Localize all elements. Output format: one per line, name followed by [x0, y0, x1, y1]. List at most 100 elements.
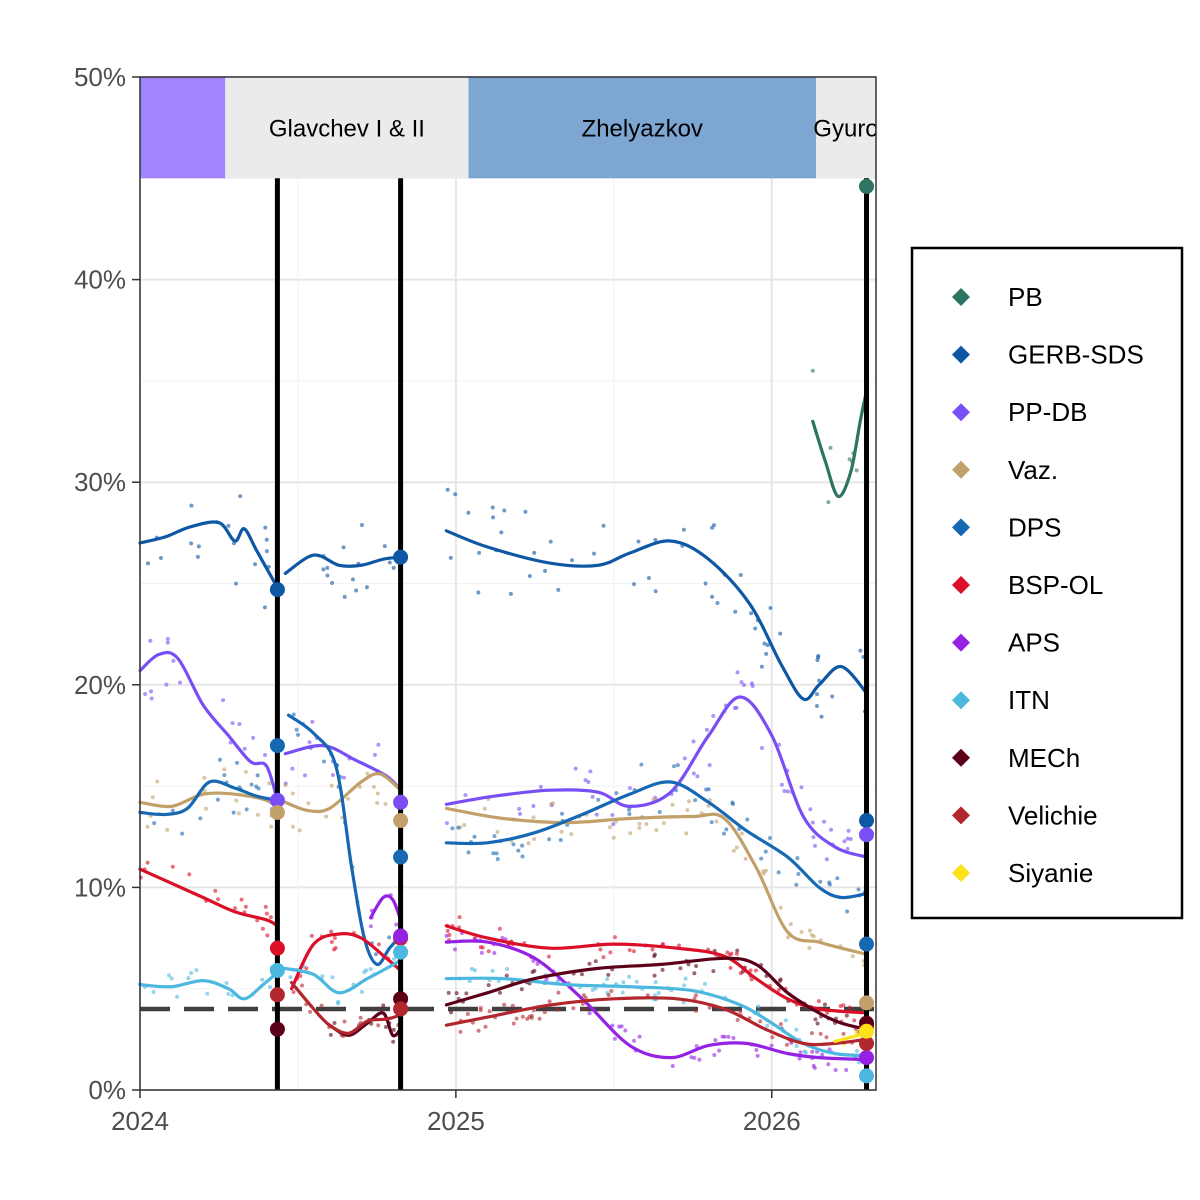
poll-point	[579, 972, 584, 977]
result-point-siyanie	[859, 1023, 875, 1039]
poll-point	[492, 951, 497, 956]
poll-point	[490, 505, 495, 510]
poll-point	[230, 721, 235, 726]
poll-point	[491, 515, 496, 520]
poll-point	[653, 537, 658, 542]
poll-point	[267, 781, 272, 786]
poll-point	[767, 835, 772, 840]
poll-point	[847, 457, 852, 462]
result-point-dps	[393, 849, 409, 865]
poll-point	[681, 527, 686, 532]
poll-point	[794, 882, 799, 887]
legend-label: GERB-SDS	[1008, 340, 1144, 370]
poll-point	[731, 1035, 736, 1040]
poll-point	[682, 983, 687, 988]
poll-point	[165, 636, 170, 641]
poll-point	[483, 1024, 488, 1029]
poll-point	[693, 798, 698, 803]
poll-point	[652, 954, 657, 959]
poll-point	[508, 591, 513, 596]
trend-line-mech	[327, 1011, 403, 1038]
poll-point	[594, 812, 599, 817]
poll-point	[450, 826, 455, 831]
poll-point	[631, 949, 636, 954]
trend-line-gerb-sds	[138, 520, 279, 590]
poll-point	[458, 1029, 463, 1034]
poll-point	[841, 1031, 846, 1036]
poll-point	[444, 821, 449, 826]
poll-point	[342, 1019, 347, 1024]
y-tick-label: 20%	[74, 670, 126, 700]
result-point-vaz-	[859, 995, 875, 1011]
poll-point	[764, 651, 769, 656]
poll-point	[683, 976, 688, 981]
poll-point	[807, 946, 812, 951]
poll-point	[537, 1016, 542, 1021]
poll-point	[256, 786, 261, 791]
poll-point	[464, 991, 469, 996]
poll-point	[810, 820, 815, 825]
poll-point	[330, 975, 335, 980]
poll-point	[255, 812, 260, 817]
poll-point	[678, 966, 683, 971]
poll-point	[811, 1063, 816, 1068]
poll-point	[833, 1067, 838, 1072]
poll-point	[150, 795, 155, 800]
government-band-group: Glavchev I & II Zhelyazkov Gyuro	[140, 77, 876, 179]
legend-key-vaz-	[952, 460, 970, 479]
poll-point	[799, 785, 804, 790]
poll-point	[608, 950, 613, 955]
poll-point	[264, 549, 269, 554]
poll-point	[637, 826, 642, 831]
poll-point	[504, 973, 509, 978]
poll-point	[670, 1064, 675, 1069]
poll-point	[264, 911, 269, 916]
result-point-velichie	[859, 1035, 875, 1051]
poll-point	[819, 714, 824, 719]
poll-point	[342, 594, 347, 599]
poll-point	[592, 551, 597, 556]
poll-point	[854, 1048, 859, 1053]
poll-point	[841, 1003, 846, 1008]
poll-point	[525, 1016, 530, 1021]
poll-point	[531, 804, 536, 809]
poll-point	[809, 1031, 814, 1036]
poll-point	[846, 828, 851, 833]
poll-point	[492, 834, 497, 839]
poll-point	[743, 856, 748, 861]
poll-point	[854, 468, 859, 473]
poll-point	[510, 1003, 515, 1008]
poll-point	[325, 573, 330, 578]
result-point-vaz-	[269, 804, 285, 820]
poll-point	[354, 588, 359, 593]
poll-point	[341, 545, 346, 550]
poll-point	[167, 973, 172, 978]
result-point-aps	[859, 1050, 875, 1066]
government-label: Glavchev I & II	[269, 116, 425, 143]
poll-point	[319, 1003, 324, 1008]
government-band	[225, 77, 469, 179]
poll-point	[324, 814, 329, 819]
poll-point	[222, 767, 227, 772]
poll-point	[786, 935, 791, 940]
result-point-itn	[269, 962, 285, 978]
trend-line-velichie	[444, 996, 869, 1047]
poll-point	[235, 760, 240, 765]
poll-point	[336, 999, 341, 1004]
government-band	[815, 77, 876, 179]
poll-point	[697, 1057, 702, 1062]
poll-point	[627, 974, 632, 979]
poll-point	[614, 791, 619, 796]
result-point-pb	[859, 178, 875, 194]
poll-point	[820, 1052, 825, 1057]
result-point-pp-db	[859, 827, 875, 843]
poll-point	[610, 1023, 615, 1028]
poll-point	[517, 811, 522, 816]
poll-point	[454, 991, 459, 996]
y-tick-label: 50%	[74, 62, 126, 92]
poll-point	[187, 872, 192, 877]
poll-point	[531, 815, 536, 820]
trend-line-itn	[283, 958, 403, 995]
poll-point	[382, 544, 387, 549]
